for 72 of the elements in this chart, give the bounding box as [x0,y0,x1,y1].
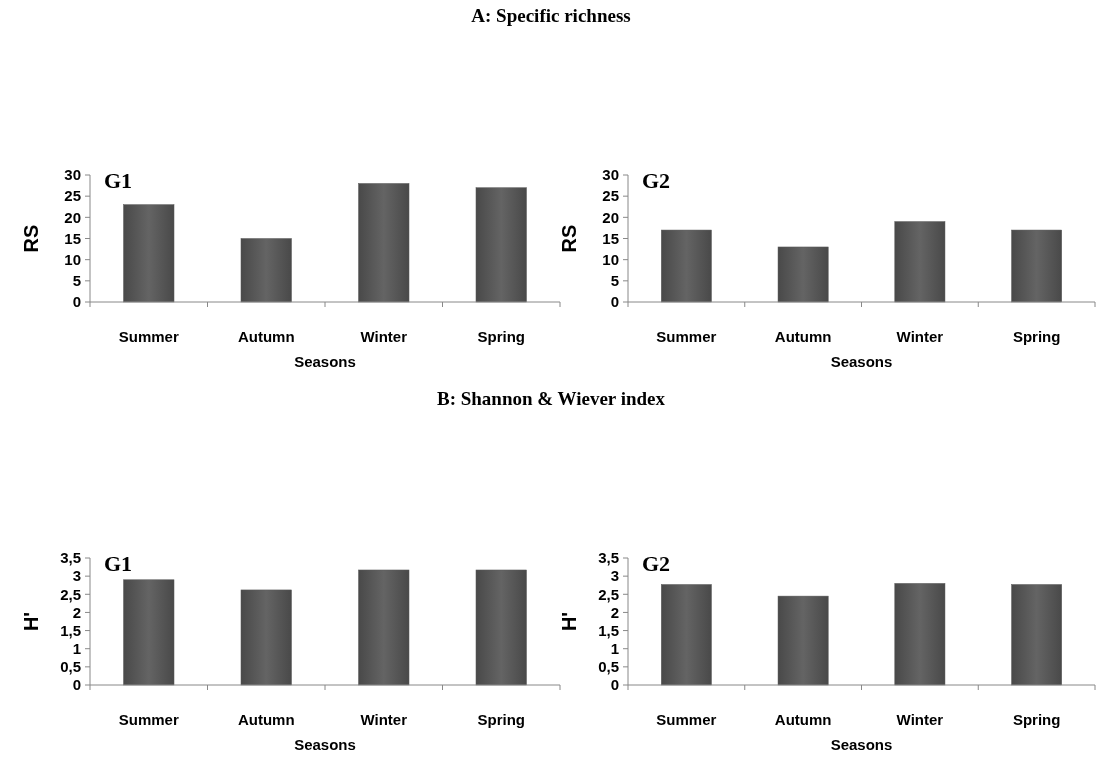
y-tick-label: 3 [610,567,619,585]
x-tick-label: Summer [656,328,717,345]
y-tick-label: 0,5 [60,658,81,676]
y-tick-label: 3 [72,567,81,585]
x-tick-label: Winter [360,711,408,728]
bar [1011,229,1062,303]
x-tick-label: Spring [477,328,525,345]
x-tick-label: Winter [360,328,408,345]
y-tick-label: 5 [72,272,81,290]
y-tick-label: 20 [64,208,81,226]
y-tick-label: 30 [64,166,81,184]
x-tick-label: Autumn [237,328,295,345]
x-tick-label: Autumn [774,711,832,728]
y-tick-label: 20 [602,208,619,226]
chart-title: G2 [642,168,671,193]
bar [240,589,292,686]
y-tick-label: 10 [64,250,81,268]
chart-title: G1 [104,551,133,576]
x-tick-label: Autumn [237,711,295,728]
bar [661,229,712,303]
y-tick-label: 0,5 [598,658,619,676]
bar [894,221,946,303]
y-axis-title: H' [558,611,580,632]
x-axis-title: Seasons [294,736,356,753]
y-tick-label: 2 [72,603,81,621]
y-tick-label: 1,5 [60,621,81,639]
bar [358,183,410,303]
x-tick-label: Winter [896,328,944,345]
x-tick-label: Summer [656,711,717,728]
y-axis-title: H' [20,611,42,632]
text: B: Shannon & Wiever index [436,388,666,409]
bar [358,569,410,686]
y-tick-label: 25 [602,187,619,205]
y-tick-label: 5 [610,272,619,290]
x-tick-label: Spring [1012,711,1061,728]
y-tick-label: 3,5 [598,549,619,567]
bar [777,246,829,303]
y-tick-label: 10 [602,250,619,268]
x-tick-label: Summer [118,711,179,728]
y-tick-label: 1 [610,639,619,657]
x-axis-title: Seasons [830,353,893,370]
bar [475,187,527,303]
text: A: Specific richness [471,5,631,26]
y-tick-label: 0 [72,676,81,694]
x-tick-label: Winter [896,711,944,728]
x-tick-label: Spring [477,711,525,728]
y-tick-label: 0 [610,676,619,694]
y-tick-label: 1 [72,639,81,657]
x-tick-label: Autumn [774,328,832,345]
bar [123,204,175,303]
y-tick-label: 2,5 [60,585,81,603]
x-axis-title: Seasons [830,736,893,753]
x-axis-title: Seasons [294,353,356,370]
y-tick-label: 0 [72,293,81,311]
y-tick-label: 30 [602,166,619,184]
y-tick-label: 15 [64,229,81,247]
x-tick-label: Summer [118,328,179,345]
chart-title: G1 [104,168,133,193]
y-axis-title: RS [558,224,580,253]
y-tick-label: 2,5 [598,585,619,603]
bar [240,238,292,303]
y-tick-label: 15 [602,229,619,247]
y-tick-label: 0 [610,293,619,311]
x-tick-label: Spring [1012,328,1061,345]
y-axis-title: RS [20,224,42,253]
chart-title: G2 [642,551,671,576]
y-tick-label: 2 [610,603,619,621]
bar [123,579,175,686]
y-tick-label: 25 [64,187,81,205]
y-tick-label: 1,5 [598,621,619,639]
y-tick-label: 3,5 [60,549,81,567]
bar [475,569,527,686]
